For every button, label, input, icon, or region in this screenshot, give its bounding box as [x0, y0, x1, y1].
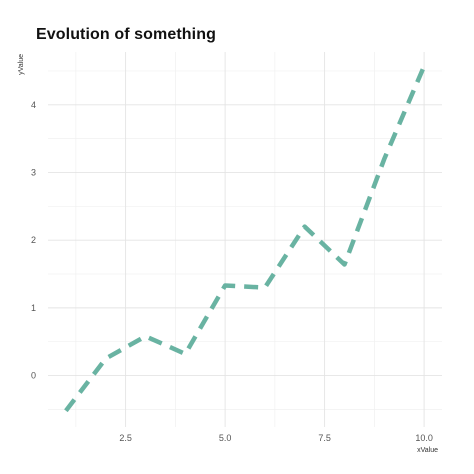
x-axis-label: xValue	[417, 447, 438, 454]
y-tick-label: 3	[31, 167, 36, 177]
y-tick-label: 4	[31, 100, 36, 110]
x-tick-label: 5.0	[219, 433, 232, 443]
y-tick-labels: 0 1 2 3 4	[31, 100, 36, 381]
series-line	[64, 65, 427, 413]
x-tick-label: 10.0	[415, 433, 433, 443]
major-gridlines	[48, 52, 442, 427]
x-tick-labels: 2.5 5.0 7.5 10.0	[119, 433, 433, 443]
y-axis-label: yValue	[18, 54, 25, 75]
minor-gridlines	[48, 52, 442, 427]
y-tick-label: 0	[31, 371, 36, 381]
chart-title: Evolution of something	[36, 26, 216, 43]
series-layer	[64, 65, 427, 413]
x-tick-label: 2.5	[119, 433, 132, 443]
y-tick-label: 2	[31, 235, 36, 245]
x-tick-label: 7.5	[318, 433, 331, 443]
y-tick-label: 1	[31, 303, 36, 313]
